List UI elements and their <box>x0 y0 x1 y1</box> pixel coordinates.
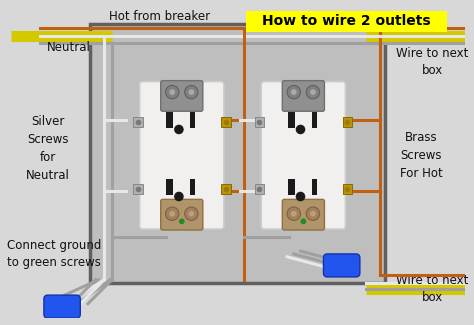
Bar <box>246 11 447 32</box>
Circle shape <box>189 211 194 216</box>
Bar <box>343 117 352 127</box>
FancyBboxPatch shape <box>261 82 346 229</box>
Text: Silver
Screws
for
Neutral: Silver Screws for Neutral <box>26 115 70 182</box>
Bar <box>221 117 231 127</box>
FancyBboxPatch shape <box>323 254 360 277</box>
Circle shape <box>296 192 305 201</box>
FancyBboxPatch shape <box>161 199 203 230</box>
Circle shape <box>174 192 184 201</box>
Bar <box>288 179 295 195</box>
Circle shape <box>169 211 175 216</box>
Bar <box>255 117 264 127</box>
Circle shape <box>287 207 301 220</box>
Circle shape <box>306 207 319 220</box>
Text: Hot from breaker: Hot from breaker <box>109 10 210 23</box>
FancyBboxPatch shape <box>44 295 80 318</box>
Bar <box>343 184 352 194</box>
Circle shape <box>165 85 179 99</box>
Bar <box>312 112 317 127</box>
Bar <box>90 24 385 283</box>
Text: Wire to next
box: Wire to next box <box>396 274 469 304</box>
Bar <box>133 184 143 194</box>
Circle shape <box>310 89 316 95</box>
Circle shape <box>291 211 297 216</box>
Bar <box>133 117 143 127</box>
FancyBboxPatch shape <box>283 199 324 230</box>
Circle shape <box>306 85 319 99</box>
FancyBboxPatch shape <box>283 81 324 111</box>
FancyBboxPatch shape <box>140 82 224 229</box>
Circle shape <box>296 125 305 134</box>
Text: How to wire 2 outlets: How to wire 2 outlets <box>262 14 431 28</box>
FancyBboxPatch shape <box>161 81 203 111</box>
Circle shape <box>310 211 316 216</box>
Circle shape <box>174 125 184 134</box>
Circle shape <box>185 207 198 220</box>
Circle shape <box>165 207 179 220</box>
Bar <box>191 112 195 127</box>
Circle shape <box>301 218 306 224</box>
Circle shape <box>169 89 175 95</box>
Text: Wire to next
box: Wire to next box <box>396 47 469 77</box>
Bar <box>191 179 195 195</box>
Circle shape <box>185 85 198 99</box>
Circle shape <box>287 85 301 99</box>
Bar <box>166 112 173 127</box>
Circle shape <box>291 89 297 95</box>
Bar <box>255 184 264 194</box>
Circle shape <box>189 89 194 95</box>
Bar <box>312 179 317 195</box>
Text: Connect ground
to green screws: Connect ground to green screws <box>7 239 101 269</box>
Circle shape <box>179 218 185 224</box>
Bar <box>221 184 231 194</box>
Bar <box>166 179 173 195</box>
Text: Neutral: Neutral <box>47 41 91 54</box>
Bar <box>288 112 295 127</box>
Text: Brass
Screws
For Hot: Brass Screws For Hot <box>400 131 443 180</box>
